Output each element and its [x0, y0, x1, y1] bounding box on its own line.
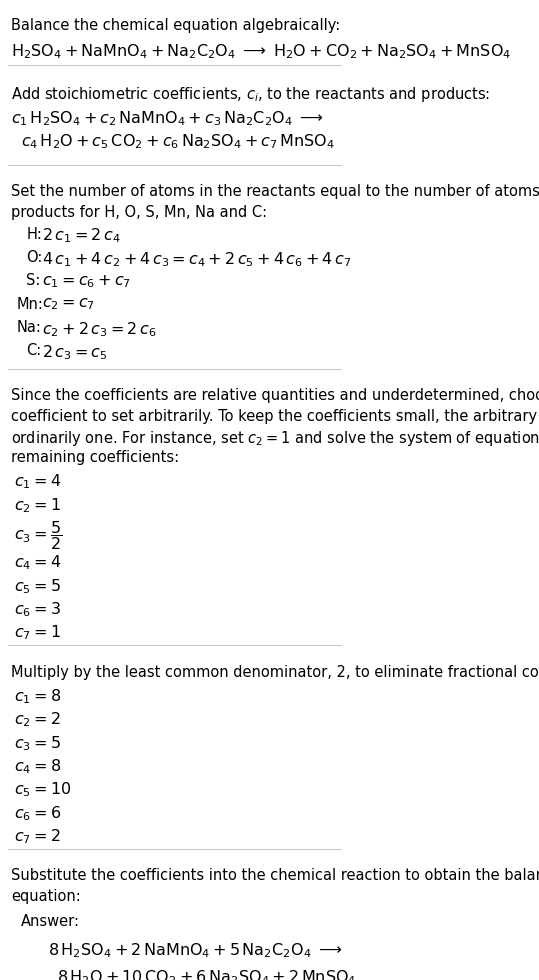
Text: $c_2 = c_7$: $c_2 = c_7$ — [42, 297, 94, 313]
Text: $2\,c_3 = c_5$: $2\,c_3 = c_5$ — [42, 343, 107, 362]
Text: products for H, O, S, Mn, Na and C:: products for H, O, S, Mn, Na and C: — [11, 205, 267, 220]
Text: ordinarily one. For instance, set $c_2 = 1$ and solve the system of equations fo: ordinarily one. For instance, set $c_2 =… — [11, 429, 539, 449]
Text: $c_4\,\mathrm{H_2O} + c_5\,\mathrm{CO_2} + c_6\,\mathrm{Na_2SO_4} + c_7\,\mathrm: $c_4\,\mathrm{H_2O} + c_5\,\mathrm{CO_2}… — [21, 132, 335, 151]
Text: Na:: Na: — [17, 320, 42, 335]
Text: $2\,c_1 = 2\,c_4$: $2\,c_1 = 2\,c_4$ — [42, 226, 120, 245]
Text: Balance the chemical equation algebraically:: Balance the chemical equation algebraica… — [11, 18, 340, 32]
Text: $c_5 = 10$: $c_5 = 10$ — [15, 781, 72, 800]
Text: Mn:: Mn: — [17, 297, 44, 312]
Text: C:: C: — [26, 343, 42, 359]
Text: $c_3 = \dfrac{5}{2}$: $c_3 = \dfrac{5}{2}$ — [15, 519, 63, 552]
Text: Substitute the coefficients into the chemical reaction to obtain the balanced: Substitute the coefficients into the che… — [11, 868, 539, 883]
Text: $c_7 = 2$: $c_7 = 2$ — [15, 827, 61, 846]
Text: $c_7 = 1$: $c_7 = 1$ — [15, 623, 61, 643]
Text: $c_1\,\mathrm{H_2SO_4} + c_2\,\mathrm{NaMnO_4} + c_3\,\mathrm{Na_2C_2O_4} \;\lon: $c_1\,\mathrm{H_2SO_4} + c_2\,\mathrm{Na… — [11, 110, 324, 128]
Text: $c_4 = 8$: $c_4 = 8$ — [15, 758, 61, 776]
Text: S:: S: — [26, 273, 40, 288]
Text: $c_2 + 2\,c_3 = 2\,c_6$: $c_2 + 2\,c_3 = 2\,c_6$ — [42, 320, 156, 339]
Text: $c_5 = 5$: $c_5 = 5$ — [15, 577, 61, 596]
Text: equation:: equation: — [11, 889, 81, 904]
Text: $c_4 = 4$: $c_4 = 4$ — [15, 554, 61, 572]
Text: Answer:: Answer: — [21, 914, 80, 929]
Text: $\mathrm{H_2SO_4 + NaMnO_4 + Na_2C_2O_4 \;\longrightarrow\; H_2O + CO_2 + Na_2SO: $\mathrm{H_2SO_4 + NaMnO_4 + Na_2C_2O_4 … — [11, 42, 511, 61]
Text: $4\,c_1 + 4\,c_2 + 4\,c_3 = c_4 + 2\,c_5 + 4\,c_6 + 4\,c_7$: $4\,c_1 + 4\,c_2 + 4\,c_3 = c_4 + 2\,c_5… — [42, 250, 351, 269]
Text: $c_6 = 3$: $c_6 = 3$ — [15, 601, 61, 619]
Text: $c_1 = c_6 + c_7$: $c_1 = c_6 + c_7$ — [42, 273, 130, 290]
Text: O:: O: — [26, 250, 43, 265]
Text: $c_2 = 2$: $c_2 = 2$ — [15, 710, 61, 729]
Text: Set the number of atoms in the reactants equal to the number of atoms in the: Set the number of atoms in the reactants… — [11, 184, 539, 200]
FancyBboxPatch shape — [8, 896, 341, 980]
Text: Multiply by the least common denominator, 2, to eliminate fractional coefficient: Multiply by the least common denominator… — [11, 664, 539, 680]
Text: $8\,\mathrm{H_2SO_4} + 2\,\mathrm{NaMnO_4} + 5\,\mathrm{Na_2C_2O_4} \;\longright: $8\,\mathrm{H_2SO_4} + 2\,\mathrm{NaMnO_… — [49, 942, 343, 960]
Text: $c_1 = 4$: $c_1 = 4$ — [15, 472, 61, 491]
Text: Since the coefficients are relative quantities and underdetermined, choose a: Since the coefficients are relative quan… — [11, 388, 539, 403]
Text: $c_3 = 5$: $c_3 = 5$ — [15, 734, 61, 753]
Text: coefficient to set arbitrarily. To keep the coefficients small, the arbitrary va: coefficient to set arbitrarily. To keep … — [11, 409, 539, 423]
Text: $c_6 = 6$: $c_6 = 6$ — [15, 804, 61, 822]
Text: $8\,\mathrm{H_2O} + 10\,\mathrm{CO_2} + 6\,\mathrm{Na_2SO_4} + 2\,\mathrm{MnSO_4: $8\,\mathrm{H_2O} + 10\,\mathrm{CO_2} + … — [57, 968, 356, 980]
Text: H:: H: — [26, 226, 42, 242]
Text: $c_1 = 8$: $c_1 = 8$ — [15, 687, 61, 706]
Text: Add stoichiometric coefficients, $c_i$, to the reactants and products:: Add stoichiometric coefficients, $c_i$, … — [11, 85, 490, 104]
Text: $c_2 = 1$: $c_2 = 1$ — [15, 496, 61, 514]
Text: remaining coefficients:: remaining coefficients: — [11, 450, 179, 465]
